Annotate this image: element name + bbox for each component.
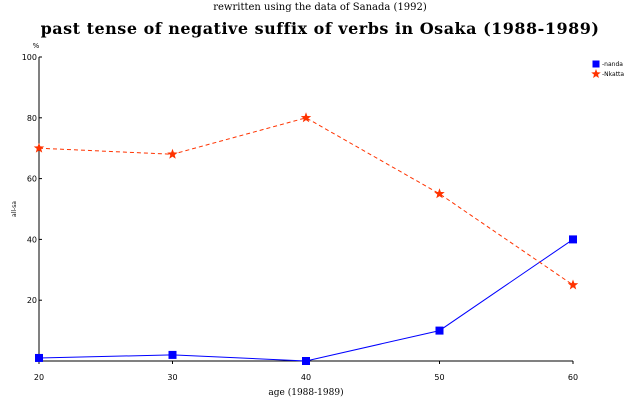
data-point-2: [300, 112, 312, 123]
data-point-2: [167, 148, 178, 159]
y-tick-label: 100: [22, 53, 37, 62]
x-tick-label: 30: [167, 373, 177, 382]
legend-marker-1: [592, 60, 600, 68]
x-tick-label: 50: [434, 373, 444, 382]
data-point-2: [567, 279, 579, 290]
x-tick-label: 60: [568, 373, 578, 382]
data-point-1: [569, 235, 577, 244]
y-axis-label: all-sa: [11, 201, 18, 217]
data-point-2: [434, 188, 445, 199]
x-axis-label: age (1988-1989): [268, 387, 343, 398]
chart-subtitle: rewritten using the data of Sanada (1992…: [213, 2, 427, 13]
y-tick-label: 40: [27, 235, 37, 244]
data-point-1: [302, 357, 310, 365]
data-point-1: [435, 326, 444, 335]
y-axis-unit: %: [33, 42, 40, 50]
data-point-1: [35, 353, 43, 362]
x-tick-label: 40: [301, 373, 311, 382]
legend-marker-2: [591, 69, 601, 79]
legend-label-2: -Nkatta: [602, 71, 624, 78]
y-tick-label: 20: [27, 296, 37, 305]
y-tick-label: 80: [27, 114, 37, 123]
legend-label-1: -nanda: [602, 61, 623, 68]
series-line-2: [38, 117, 574, 286]
x-tick-label: 20: [34, 373, 44, 382]
y-tick-label: 60: [27, 175, 37, 184]
data-point-1: [168, 350, 177, 359]
chart-title: past tense of negative suffix of verbs i…: [40, 19, 600, 38]
data-point-2: [33, 142, 45, 153]
series-line-1: [38, 238, 574, 362]
